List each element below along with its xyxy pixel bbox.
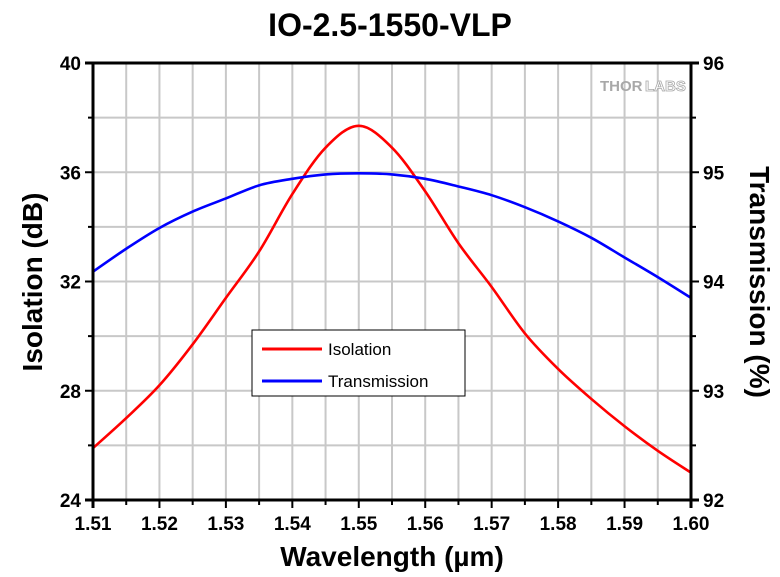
y2-tick-label: 93 [703, 382, 724, 403]
series-line-transmission [92, 172, 692, 299]
x-tick-label: 1.51 [75, 514, 112, 535]
x-axis-title: Wavelength (µm) [280, 541, 504, 572]
y-tick-label: 24 [60, 491, 82, 512]
y2-axis-title: Transmission (%) [744, 166, 775, 398]
y-axis-title: Isolation (dB) [17, 193, 48, 372]
legend: Isolation Transmission [251, 329, 466, 397]
y2-tick-label: 95 [703, 163, 725, 184]
x-tick-label: 1.57 [473, 514, 510, 535]
legend-box [251, 329, 466, 397]
y2-tick-label: 94 [703, 273, 725, 294]
x-tick-label: 1.58 [540, 514, 577, 535]
ticks [85, 62, 699, 508]
x-tick-label: 1.54 [274, 514, 311, 535]
legend-label-transmission: Transmission [328, 372, 428, 391]
series-layer [92, 124, 692, 474]
y-tick-label: 28 [60, 382, 81, 403]
chart-title: IO-2.5-1550-VLP [268, 7, 512, 43]
tick-labels: 1.51 1.52 1.53 1.54 1.55 1.56 1.57 1.58 1.59 1.60… [60, 54, 725, 535]
x-tick-label: 1.52 [141, 514, 178, 535]
watermark-labs: LABS [645, 78, 686, 95]
y-tick-label: 36 [60, 163, 81, 184]
series-line-isolation [92, 124, 692, 474]
x-tick-label: 1.60 [673, 514, 710, 535]
grid [93, 63, 691, 500]
y2-tick-label: 92 [703, 491, 724, 512]
y2-tick-label: 96 [703, 54, 724, 75]
thorlabs-watermark: THOR LABS [600, 78, 686, 96]
x-tick-label: 1.59 [606, 514, 643, 535]
x-tick-label: 1.53 [207, 514, 244, 535]
y-tick-label: 40 [60, 54, 81, 75]
x-tick-label: 1.55 [340, 514, 377, 535]
watermark-thor: THOR [600, 78, 643, 95]
y-tick-label: 32 [60, 273, 81, 294]
x-tick-label: 1.56 [407, 514, 444, 535]
legend-label-isolation: Isolation [328, 340, 391, 359]
